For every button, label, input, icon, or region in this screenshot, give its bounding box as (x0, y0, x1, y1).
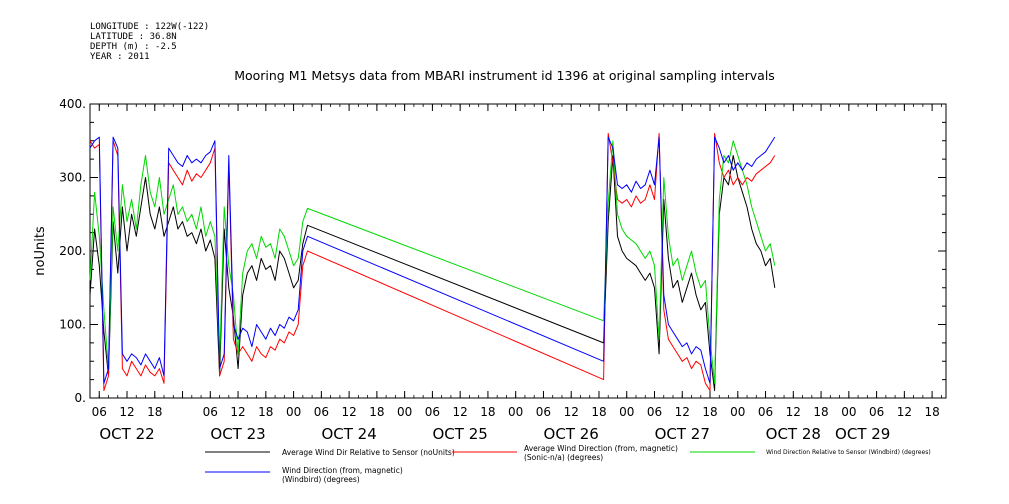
x-tick-label: 06 (536, 405, 551, 419)
x-day-label: OCT 28 (766, 425, 821, 443)
x-tick-label: 18 (591, 405, 606, 419)
legend-swatch-green (690, 451, 755, 453)
y-tick-label: 0. (75, 391, 86, 405)
longitude-label: LONGITUDE : 122W(-122) (90, 22, 210, 32)
series-line-3 (89, 140, 776, 384)
x-tick-label: 12 (675, 405, 690, 419)
legend-label-series-1: Average Wind Dir Relative to Sensor (noU… (282, 448, 455, 457)
depth-label: DEPTH (m) : -2.5 (90, 42, 177, 52)
legend-swatch-black (205, 451, 270, 453)
chart-title: Mooring M1 Metsys data from MBARI instru… (234, 68, 775, 83)
legend-label-series-4: Wind Direction (from, magnetic) (Windbir… (282, 466, 403, 484)
year-label: YEAR : 2011 (90, 52, 150, 62)
series-line-1 (89, 155, 776, 392)
legend-swatch-blue (205, 471, 270, 473)
legend-swatch-red (452, 451, 517, 453)
x-tick-label: 12 (453, 405, 468, 419)
x-tick-label: 18 (147, 405, 162, 419)
x-tick-label: 00 (841, 405, 856, 419)
x-tick-label: 00 (508, 405, 523, 419)
x-tick-label: 18 (369, 405, 384, 419)
x-tick-label: 00 (619, 405, 634, 419)
x-tick-label: 18 (480, 405, 495, 419)
series-line-2 (89, 132, 776, 392)
x-tick-label: 18 (924, 405, 939, 419)
x-tick-label: 00 (730, 405, 745, 419)
x-tick-label: 18 (702, 405, 717, 419)
x-day-label: OCT 26 (544, 425, 599, 443)
x-day-label: OCT 22 (99, 425, 154, 443)
x-tick-label: 00 (286, 405, 301, 419)
y-tick-label: 400. (59, 97, 86, 111)
x-day-label: OCT 29 (835, 425, 890, 443)
x-day-label: OCT 27 (655, 425, 710, 443)
x-tick-label: 06 (314, 405, 329, 419)
x-tick-label: 06 (647, 405, 662, 419)
y-tick-label: 300. (59, 171, 86, 185)
series-line-4 (89, 136, 776, 384)
legend-label-series-3: Wind Direction Relative to Sensor (Windb… (766, 449, 931, 456)
x-day-label: OCT 24 (321, 425, 376, 443)
x-day-label: OCT 23 (210, 425, 265, 443)
y-axis-label: noUnits (33, 226, 48, 276)
x-tick-label: 12 (564, 405, 579, 419)
x-tick-label: 06 (869, 405, 884, 419)
x-tick-label: 06 (425, 405, 440, 419)
y-tick-label: 100. (59, 318, 86, 332)
x-tick-label: 18 (258, 405, 273, 419)
x-tick-label: 06 (92, 405, 107, 419)
legend-label-series-2: Average Wind Direction (from, magnetic) … (524, 444, 678, 462)
x-tick-label: 12 (786, 405, 801, 419)
x-tick-label: 18 (813, 405, 828, 419)
x-tick-label: 12 (230, 405, 245, 419)
x-tick-label: 06 (203, 405, 218, 419)
x-tick-label: 12 (897, 405, 912, 419)
x-tick-label: 12 (341, 405, 356, 419)
x-day-label: OCT 25 (433, 425, 488, 443)
x-tick-label: 06 (758, 405, 773, 419)
x-tick-label: 12 (119, 405, 134, 419)
y-tick-label: 200. (59, 244, 86, 258)
x-tick-label: 00 (397, 405, 412, 419)
latitude-label: LATITUDE : 36.8N (90, 32, 177, 42)
